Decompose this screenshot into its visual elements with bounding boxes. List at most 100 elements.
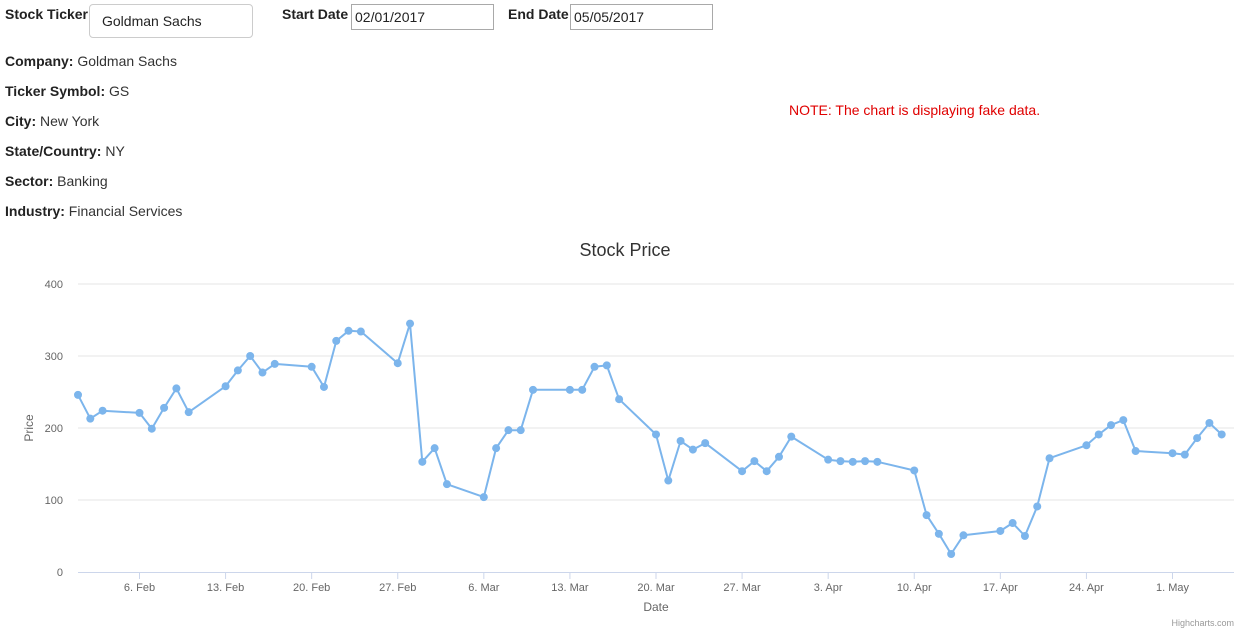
data-point [652, 430, 660, 439]
x-tick-label: 6. Feb [124, 582, 155, 594]
data-point [750, 457, 759, 466]
city-key: City: [5, 113, 37, 129]
data-point [762, 467, 771, 476]
y-axis-label: Price [22, 414, 36, 442]
data-point [824, 455, 833, 464]
data-point [1082, 441, 1091, 450]
x-tick-label: 10. Apr [897, 582, 932, 594]
data-point [959, 531, 968, 540]
data-point [393, 359, 402, 368]
data-point [98, 406, 107, 415]
y-tick-label: 300 [45, 351, 63, 363]
data-point [590, 362, 599, 371]
data-point [738, 467, 747, 476]
data-point [1131, 447, 1140, 456]
x-axis-label: Date [643, 600, 669, 614]
data-point [1168, 449, 1177, 458]
x-tick-label: 3. Apr [814, 582, 843, 594]
grid-lines [78, 283, 1234, 501]
data-point [529, 385, 538, 394]
data-point [307, 362, 316, 371]
start-date-input[interactable] [351, 4, 494, 30]
stock-price-chart: Stock Price 0 100 200 300 400 6. Feb 13. Feb 2… [22, 240, 1234, 628]
data-point [430, 444, 439, 453]
data-point [996, 526, 1005, 535]
data-point [504, 426, 513, 435]
data-point [1008, 519, 1017, 528]
state-info: State/Country: NY [5, 143, 125, 159]
company-info: Company: Goldman Sachs [5, 53, 177, 69]
data-point [934, 529, 943, 538]
data-point [774, 452, 783, 461]
data-point [135, 408, 144, 417]
industry-info: Industry: Financial Services [5, 203, 182, 219]
data-point [1217, 430, 1226, 439]
highcharts-credit[interactable]: Highcharts.com [1171, 618, 1234, 628]
fake-data-note: NOTE: The chart is displaying fake data. [789, 102, 1041, 118]
data-point [1119, 416, 1128, 425]
data-point [922, 511, 931, 520]
x-tick-label: 20. Feb [293, 582, 330, 594]
y-tick-label: 200 [45, 423, 63, 435]
ticker-label: Stock Ticker [5, 6, 89, 22]
data-point [160, 403, 169, 412]
data-point [602, 361, 611, 370]
data-point [1180, 450, 1189, 459]
end-date-input[interactable] [570, 4, 713, 30]
data-point [406, 319, 415, 328]
x-tick-label: 13. Feb [207, 582, 244, 594]
data-point [688, 445, 697, 454]
data-point [910, 466, 919, 475]
ticker-symbol-key: Ticker Symbol: [5, 83, 106, 99]
ticker-symbol-value: GS [109, 83, 130, 99]
data-point [479, 493, 488, 502]
data-point [319, 382, 328, 391]
data-point [1205, 418, 1214, 427]
data-point [258, 368, 267, 377]
data-point [578, 385, 587, 394]
industry-value: Financial Services [68, 203, 183, 219]
ticker-input[interactable] [89, 4, 253, 38]
data-point [246, 352, 255, 360]
x-tick-label: 13. Mar [551, 582, 589, 594]
data-point [1193, 434, 1202, 443]
data-point [873, 457, 882, 466]
data-point [848, 457, 857, 466]
state-key: State/Country: [5, 143, 102, 159]
data-point [787, 432, 796, 441]
data-point [1020, 532, 1029, 540]
data-point [664, 476, 673, 485]
x-tick-label: 17. Apr [983, 582, 1018, 594]
company-key: Company: [5, 53, 74, 69]
chart-title: Stock Price [579, 240, 670, 260]
data-point [701, 439, 710, 448]
data-point [184, 408, 193, 417]
x-tick-label: 27. Feb [379, 582, 416, 594]
data-point [418, 457, 427, 466]
data-point [836, 457, 845, 466]
sector-info: Sector: Banking [5, 173, 108, 189]
data-point [861, 457, 870, 466]
y-tick-label: 400 [45, 279, 63, 291]
data-point [947, 550, 956, 558]
data-point [344, 326, 353, 335]
city-info: City: New York [5, 113, 99, 129]
data-point [233, 366, 242, 375]
data-point [442, 480, 451, 489]
x-tick-label: 6. Mar [468, 582, 500, 594]
x-tick-label: 24. Apr [1069, 582, 1104, 594]
data-point [221, 382, 230, 391]
data-point [1094, 430, 1103, 439]
x-tick-label: 1. May [1156, 582, 1190, 594]
end-date-label: End Date [508, 6, 569, 22]
data-point [270, 359, 279, 368]
x-axis-ticks: 6. Feb 13. Feb 20. Feb 27. Feb 6. Mar 13. Mar… [124, 572, 1190, 594]
y-tick-label: 100 [45, 495, 63, 507]
data-point [676, 436, 685, 445]
y-axis-ticks: 0 100 200 300 400 [45, 279, 63, 579]
data-point [356, 327, 365, 336]
data-point [74, 390, 82, 399]
data-point [1045, 454, 1054, 463]
state-value: NY [105, 143, 125, 159]
y-tick-label: 0 [57, 567, 63, 579]
